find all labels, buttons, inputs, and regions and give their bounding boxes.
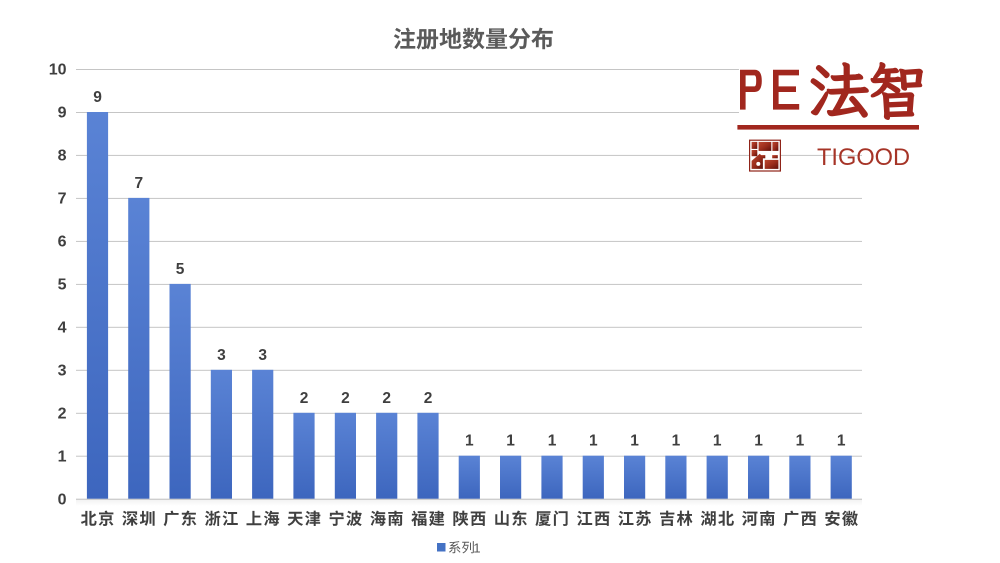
svg-text:1: 1: [672, 433, 681, 450]
svg-text:1: 1: [630, 433, 639, 450]
svg-text:3: 3: [217, 347, 226, 364]
svg-text:4: 4: [58, 320, 67, 337]
svg-text:TIGOOD: TIGOOD: [817, 145, 910, 171]
svg-text:5: 5: [176, 261, 185, 278]
svg-text:0: 0: [58, 491, 67, 508]
svg-text:2: 2: [424, 390, 433, 407]
svg-text:2: 2: [300, 390, 309, 407]
svg-text:9: 9: [93, 89, 102, 106]
svg-text:1: 1: [506, 433, 515, 450]
svg-text:6: 6: [58, 234, 67, 251]
svg-text:7: 7: [58, 191, 67, 208]
svg-text:1: 1: [589, 433, 598, 450]
svg-text:2: 2: [58, 406, 67, 423]
svg-text:3: 3: [258, 347, 267, 364]
svg-text:3: 3: [58, 363, 67, 380]
svg-text:1: 1: [796, 433, 805, 450]
svg-text:9: 9: [58, 105, 67, 122]
svg-text:1: 1: [58, 448, 67, 465]
svg-text:1: 1: [473, 540, 480, 555]
svg-text:1: 1: [837, 433, 846, 450]
svg-text:1: 1: [754, 433, 763, 450]
svg-text:2: 2: [341, 390, 350, 407]
svg-text:2: 2: [382, 390, 391, 407]
svg-text:10: 10: [49, 62, 67, 79]
svg-text:1: 1: [465, 433, 474, 450]
svg-text:5: 5: [58, 277, 67, 294]
svg-text:7: 7: [134, 175, 143, 192]
svg-text:8: 8: [58, 148, 67, 165]
svg-text:1: 1: [548, 433, 557, 450]
svg-text:1: 1: [713, 433, 722, 450]
